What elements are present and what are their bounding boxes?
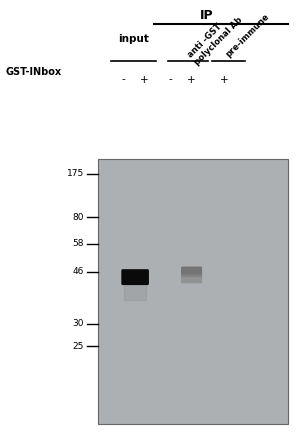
Text: 30: 30 (72, 319, 84, 328)
FancyBboxPatch shape (181, 267, 202, 277)
FancyBboxPatch shape (121, 269, 149, 285)
FancyBboxPatch shape (181, 274, 202, 283)
Text: 46: 46 (72, 267, 84, 276)
Text: +: + (220, 75, 229, 84)
Bar (98, 159, 288, 424)
Text: -: - (169, 75, 173, 84)
Text: +: + (187, 75, 196, 84)
Text: 80: 80 (72, 213, 84, 222)
Text: IP: IP (200, 9, 213, 22)
Text: pre-immune: pre-immune (224, 12, 271, 59)
Text: anti -GST
polyclonal Ab: anti -GST polyclonal Ab (186, 8, 245, 67)
Text: GST-INbox: GST-INbox (6, 67, 62, 76)
Text: 25: 25 (72, 342, 84, 351)
Text: +: + (140, 75, 148, 84)
Text: 58: 58 (72, 240, 84, 248)
Text: input: input (118, 34, 149, 44)
Text: -: - (121, 75, 125, 84)
Text: 175: 175 (67, 169, 84, 178)
